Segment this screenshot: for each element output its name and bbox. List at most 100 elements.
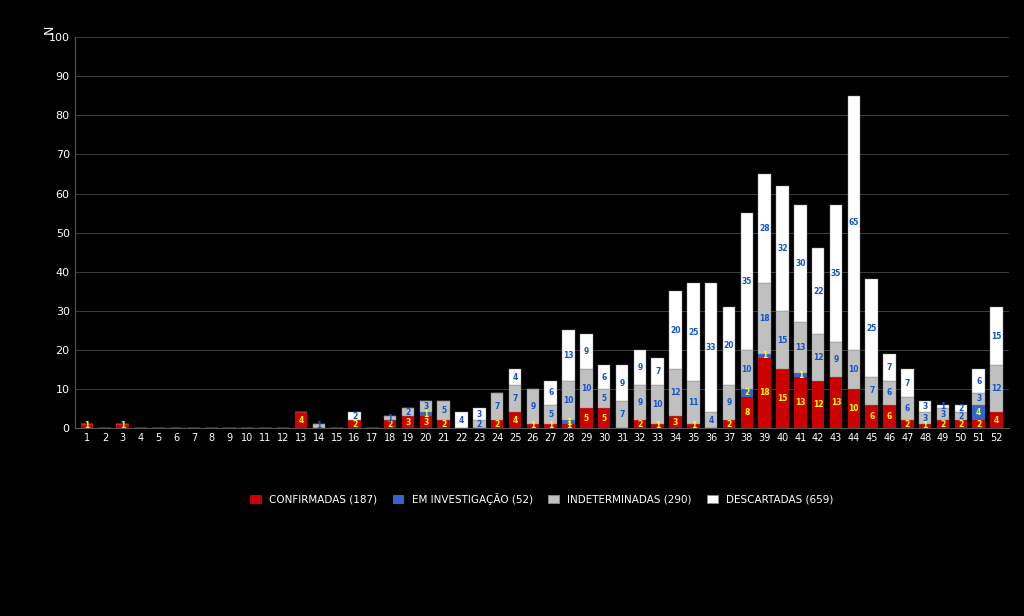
Text: 6: 6 (869, 411, 874, 421)
Text: 35: 35 (830, 269, 841, 278)
Text: 3: 3 (406, 418, 411, 426)
Bar (973, 370, 985, 393)
Bar (705, 283, 718, 412)
Bar (990, 307, 1002, 365)
Bar (723, 307, 735, 385)
Bar (901, 397, 913, 420)
Bar (473, 420, 485, 428)
Text: 3: 3 (940, 410, 945, 419)
Bar (420, 412, 432, 416)
Text: 9: 9 (637, 398, 642, 407)
Bar (598, 408, 610, 428)
Text: 6: 6 (905, 404, 910, 413)
Bar (384, 420, 396, 428)
Text: 3: 3 (976, 394, 981, 403)
Bar (687, 283, 699, 381)
Bar (670, 291, 682, 370)
Text: 2: 2 (958, 419, 964, 429)
Bar (509, 412, 521, 428)
Text: 4: 4 (709, 416, 714, 424)
Bar (990, 412, 1002, 428)
Text: 4: 4 (512, 373, 518, 382)
Bar (812, 334, 824, 381)
Text: 12: 12 (813, 353, 823, 362)
Bar (581, 334, 593, 370)
Bar (740, 397, 753, 428)
Bar (562, 424, 574, 428)
Bar (759, 174, 771, 283)
Bar (901, 370, 913, 397)
Bar (437, 400, 450, 420)
Bar (884, 354, 896, 381)
Bar (598, 389, 610, 408)
Text: 3: 3 (423, 402, 428, 411)
Bar (420, 416, 432, 428)
Y-axis label: N: N (43, 25, 56, 34)
Text: 5: 5 (602, 414, 607, 423)
Text: 10: 10 (652, 400, 663, 409)
Bar (615, 400, 629, 428)
Bar (937, 408, 949, 420)
Bar (545, 381, 557, 405)
Text: 2: 2 (441, 419, 446, 429)
Text: 15: 15 (777, 394, 787, 403)
Bar (562, 420, 574, 424)
Text: 9: 9 (726, 398, 732, 407)
Bar (509, 370, 521, 385)
Bar (937, 420, 949, 428)
Text: 1: 1 (120, 421, 125, 431)
Bar (740, 213, 753, 350)
Bar (348, 412, 360, 420)
Text: 1: 1 (423, 410, 428, 419)
Text: 4: 4 (976, 408, 981, 417)
Bar (581, 408, 593, 428)
Text: 1: 1 (940, 402, 945, 411)
Bar (545, 424, 557, 428)
Bar (990, 365, 1002, 412)
Text: 9: 9 (530, 402, 536, 411)
Text: 1: 1 (566, 418, 571, 426)
Text: 6: 6 (887, 411, 892, 421)
Text: 35: 35 (741, 277, 752, 286)
Text: 7: 7 (620, 410, 625, 419)
Bar (420, 400, 432, 412)
Bar (634, 385, 646, 420)
Text: 25: 25 (866, 324, 877, 333)
Text: 1: 1 (655, 421, 660, 431)
Text: 2: 2 (905, 419, 910, 429)
Text: 28: 28 (760, 224, 770, 233)
Bar (954, 420, 967, 428)
Text: 1: 1 (923, 421, 928, 431)
Bar (973, 420, 985, 428)
Bar (759, 283, 771, 354)
Bar (848, 350, 860, 389)
Text: 32: 32 (777, 244, 787, 253)
Text: 13: 13 (795, 398, 806, 407)
Text: 30: 30 (795, 259, 806, 269)
Bar (634, 420, 646, 428)
Text: 2: 2 (940, 419, 945, 429)
Text: 10: 10 (563, 396, 573, 405)
Text: 15: 15 (777, 336, 787, 344)
Bar (973, 393, 985, 405)
Text: 7: 7 (495, 402, 500, 411)
Bar (795, 205, 807, 322)
Bar (401, 408, 415, 416)
Text: 2: 2 (744, 388, 750, 397)
Bar (829, 342, 843, 377)
Bar (490, 393, 504, 420)
Bar (759, 358, 771, 428)
Bar (759, 354, 771, 358)
Text: 4: 4 (512, 416, 518, 424)
Text: 4: 4 (994, 416, 999, 424)
Text: 6: 6 (601, 373, 607, 382)
Bar (562, 330, 574, 381)
Bar (384, 416, 396, 420)
Text: 10: 10 (849, 365, 859, 374)
Text: 22: 22 (813, 286, 823, 296)
Text: 4: 4 (459, 416, 464, 424)
Text: 1: 1 (548, 421, 553, 431)
Bar (312, 424, 326, 428)
Bar (884, 381, 896, 405)
Bar (795, 377, 807, 428)
